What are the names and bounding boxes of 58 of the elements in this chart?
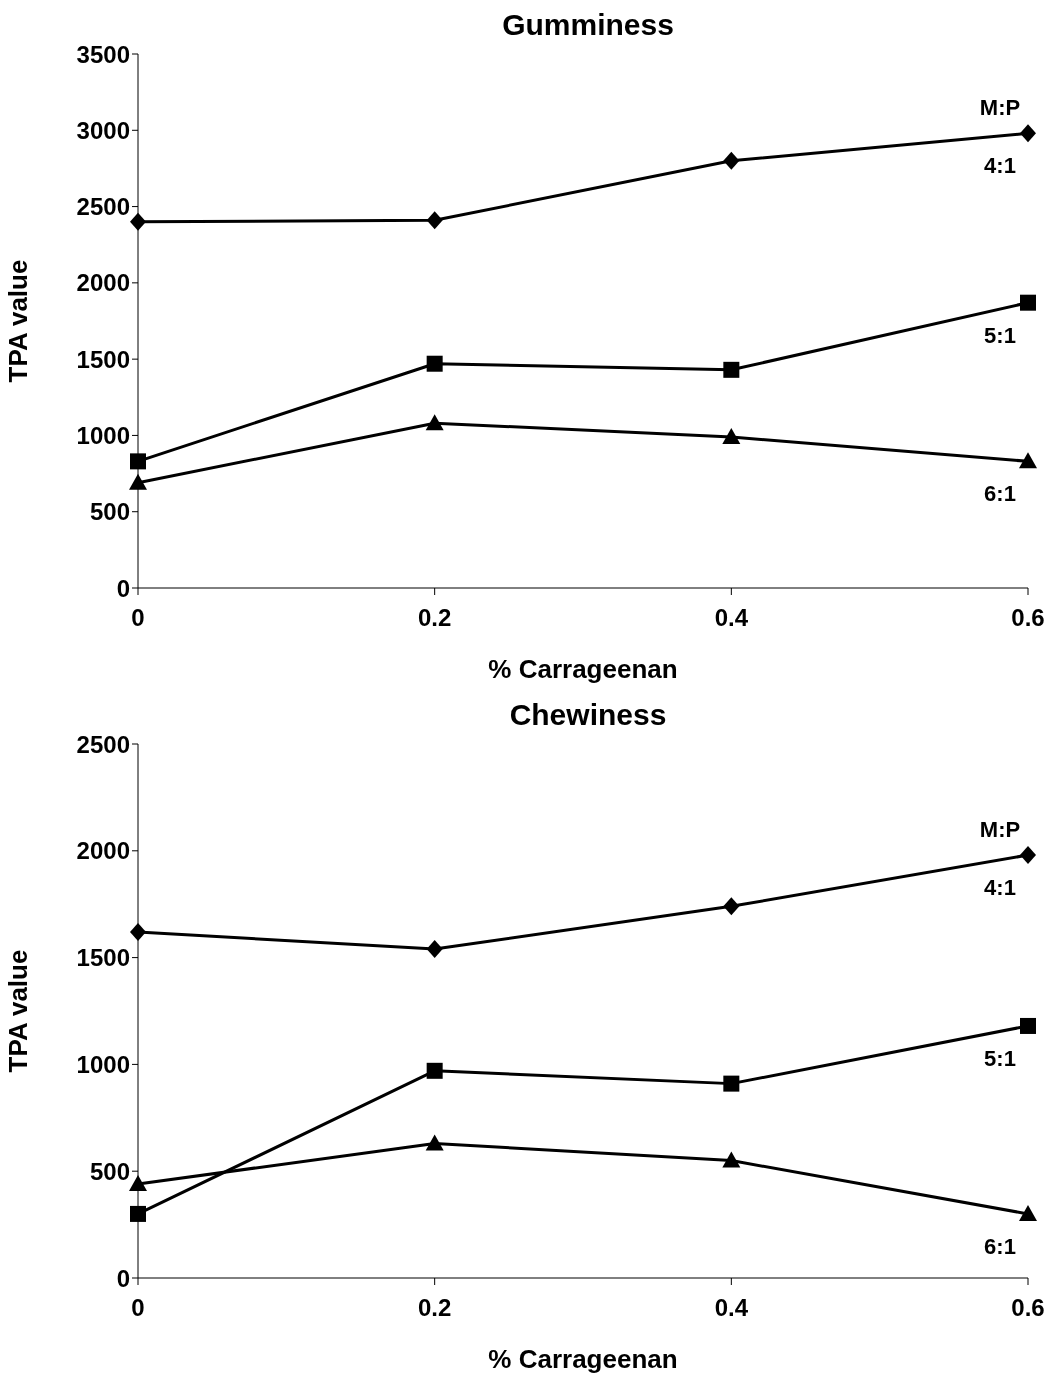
point: [723, 151, 740, 170]
y-tick-label: 3500: [76, 40, 130, 68]
point: [130, 212, 146, 231]
x-axis-title: % Carrageenan: [488, 654, 678, 684]
point: [426, 940, 443, 959]
chart-title: Gumminess: [502, 8, 674, 41]
y-tick-label: 1000: [76, 1050, 130, 1078]
point: [722, 427, 741, 444]
point: [425, 414, 444, 431]
y-tick-label: 3000: [76, 116, 130, 144]
y-tick-label: 1500: [76, 944, 130, 972]
point: [723, 361, 740, 378]
series-label: 4:1: [984, 153, 1016, 179]
point: [1020, 1017, 1036, 1034]
x-tick-label: 0.4: [714, 604, 749, 632]
x-tick-label: 0.2: [417, 604, 452, 632]
point: [723, 897, 740, 916]
y-tick-label: 0: [116, 574, 130, 602]
point: [425, 1134, 444, 1151]
point: [130, 1205, 146, 1222]
annotation: M:P: [979, 817, 1021, 843]
y-tick-label: 2500: [76, 730, 130, 758]
y-tick-label: 1500: [76, 345, 130, 373]
point: [130, 453, 146, 470]
chart-title: Chewiness: [509, 698, 667, 731]
x-tick-label: 0.4: [714, 1294, 749, 1322]
y-axis-title: TPA value: [3, 949, 34, 1073]
y-tick-label: 2000: [76, 269, 130, 297]
x-tick-label: 0.2: [417, 1294, 452, 1322]
series-label: 6:1: [984, 1233, 1016, 1259]
point: [1019, 452, 1037, 469]
point: [426, 211, 443, 230]
x-tick-label: 0.6: [1011, 1294, 1045, 1322]
point: [426, 1062, 443, 1079]
point: [129, 1175, 147, 1192]
point: [1020, 124, 1036, 143]
point: [1019, 1204, 1037, 1221]
y-tick-label: 500: [89, 498, 130, 526]
point: [129, 473, 147, 490]
point: [1020, 846, 1036, 865]
point: [1020, 294, 1036, 311]
x-tick-label: 0.6: [1011, 604, 1045, 632]
y-tick-label: 500: [89, 1157, 130, 1185]
annotation: M:P: [979, 95, 1021, 121]
y-tick-label: 2000: [76, 837, 130, 865]
x-axis-title: % Carrageenan: [488, 1344, 678, 1374]
series-label: 6:1: [984, 481, 1016, 507]
series-label: 4:1: [984, 875, 1016, 901]
point: [722, 1151, 741, 1168]
series-label: 5:1: [984, 322, 1016, 348]
y-axis-title: TPA value: [3, 259, 34, 383]
point: [130, 922, 146, 941]
y-tick-label: 1000: [76, 421, 130, 449]
y-tick-label: 0: [116, 1264, 130, 1292]
point: [426, 355, 443, 372]
point: [723, 1075, 740, 1092]
series-label: 5:1: [984, 1045, 1016, 1071]
y-tick-label: 2500: [76, 193, 130, 221]
